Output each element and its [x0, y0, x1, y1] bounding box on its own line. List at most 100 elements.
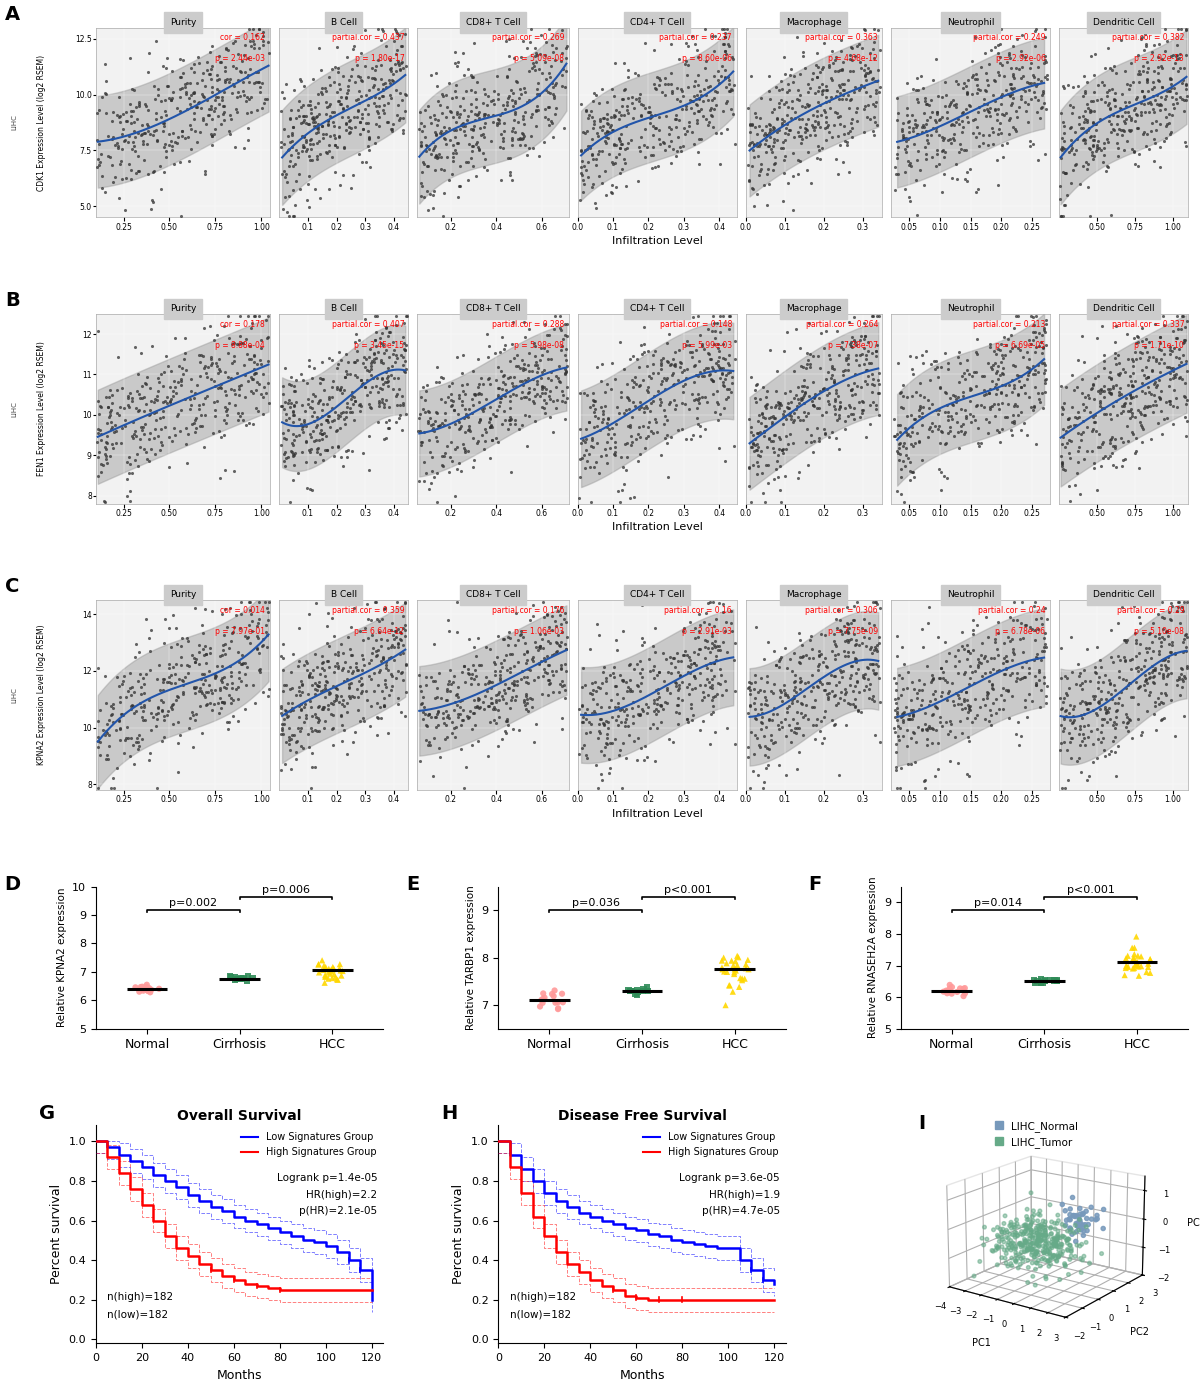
Text: LIHC: LIHC [12, 115, 18, 130]
Point [985, 404, 1004, 427]
Point [684, 306, 703, 328]
Point [192, 663, 211, 686]
Point [462, 719, 481, 741]
Point [242, 312, 262, 334]
Point [388, 22, 407, 44]
Point [574, 429, 593, 452]
Point [1106, 314, 1126, 337]
Point [413, 701, 432, 723]
Point [892, 119, 911, 141]
Point [372, 350, 391, 373]
Point [1121, 399, 1140, 421]
Point [708, 392, 727, 414]
Point [308, 114, 328, 136]
Point [796, 126, 815, 148]
Text: D: D [4, 875, 20, 895]
Point [958, 83, 977, 105]
Point [284, 724, 304, 747]
Point [936, 84, 955, 107]
Point [1117, 72, 1136, 94]
Point [162, 431, 181, 453]
Point [463, 155, 482, 177]
Point [1109, 692, 1128, 715]
Point [1080, 100, 1099, 122]
Point [684, 84, 703, 107]
Point [814, 378, 833, 400]
Point [760, 427, 779, 449]
Point [684, 133, 703, 155]
Point [614, 472, 634, 494]
Point [938, 129, 958, 151]
Point [224, 460, 244, 482]
Point [950, 133, 970, 155]
Point [1010, 84, 1030, 107]
Point [126, 396, 145, 418]
Point [1144, 373, 1163, 395]
Point [833, 58, 852, 80]
Point [222, 672, 241, 694]
Point [1037, 368, 1056, 391]
Point [343, 393, 362, 416]
Point [659, 73, 678, 96]
Point [1031, 391, 1050, 413]
Point [415, 126, 434, 148]
Point [1075, 691, 1094, 713]
Point [290, 720, 310, 742]
Point [847, 375, 866, 397]
Point [838, 130, 857, 152]
Point [293, 395, 312, 417]
Point [1037, 608, 1056, 630]
Point [180, 388, 199, 410]
Point [373, 388, 392, 410]
Point [1080, 101, 1099, 123]
Point [361, 381, 380, 403]
Point [846, 633, 865, 655]
Point [420, 137, 439, 159]
Point [611, 123, 630, 145]
Text: partial.cor = 0.359: partial.cor = 0.359 [331, 605, 404, 615]
Point [979, 382, 998, 404]
Point [1160, 608, 1180, 630]
Point [1172, 676, 1192, 698]
Point [313, 449, 332, 471]
Point [456, 672, 475, 694]
Point [912, 679, 931, 701]
Point [312, 83, 331, 105]
Point [235, 35, 254, 57]
Point [155, 112, 174, 134]
Point [832, 619, 851, 641]
Point [805, 688, 824, 711]
Point [1081, 46, 1100, 68]
Point [853, 402, 872, 424]
Point [954, 424, 973, 446]
Point [1153, 665, 1172, 687]
Point [948, 346, 967, 368]
Point [863, 37, 882, 60]
Point [1027, 325, 1046, 348]
Point [1157, 620, 1176, 643]
Point [762, 723, 781, 745]
Point [682, 25, 701, 47]
Point [1030, 335, 1049, 357]
Point [223, 705, 242, 727]
Point [1052, 418, 1072, 440]
Point [278, 138, 298, 161]
Point [584, 416, 604, 438]
Point [582, 107, 601, 129]
Point [997, 406, 1016, 428]
Point [617, 680, 636, 702]
Point [466, 659, 485, 681]
Point [193, 615, 212, 637]
Point [1068, 422, 1087, 445]
Point [370, 87, 389, 109]
Point [330, 417, 349, 439]
Point [817, 378, 836, 400]
Point [1129, 60, 1148, 82]
Point [696, 601, 715, 623]
Point [703, 105, 722, 127]
Point [841, 335, 860, 357]
Point [654, 132, 673, 154]
Point [659, 323, 678, 345]
Point [252, 382, 271, 404]
Point [308, 679, 328, 701]
